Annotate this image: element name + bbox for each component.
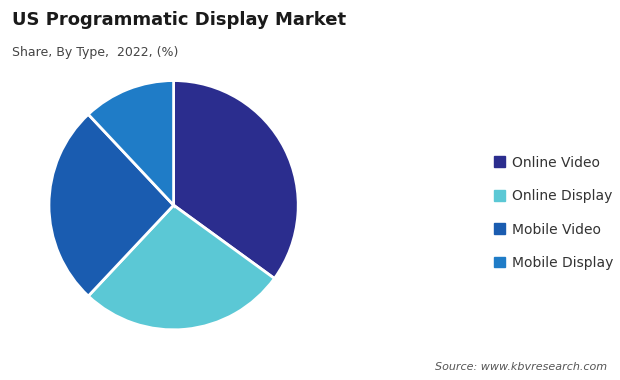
Wedge shape bbox=[88, 81, 174, 205]
Text: Source: www.kbvresearch.com: Source: www.kbvresearch.com bbox=[435, 363, 608, 372]
Legend: Online Video, Online Display, Mobile Video, Mobile Display: Online Video, Online Display, Mobile Vid… bbox=[494, 156, 613, 270]
Wedge shape bbox=[49, 114, 174, 296]
Wedge shape bbox=[88, 205, 275, 330]
Text: Share, By Type,  2022, (%): Share, By Type, 2022, (%) bbox=[12, 46, 179, 59]
Text: US Programmatic Display Market: US Programmatic Display Market bbox=[12, 11, 347, 29]
Wedge shape bbox=[174, 81, 298, 279]
